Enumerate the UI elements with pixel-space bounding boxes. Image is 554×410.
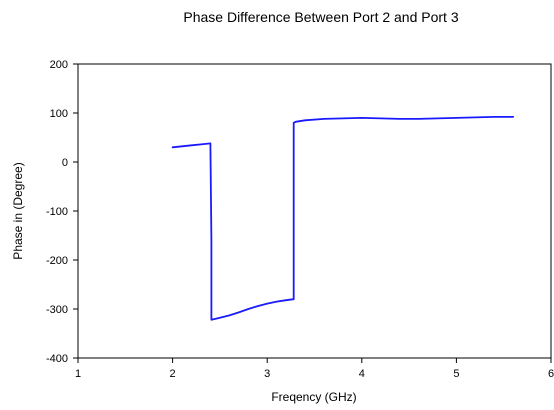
x-tick-label: 5 (453, 368, 459, 380)
x-tick-label: 3 (264, 368, 270, 380)
y-tick-label: -300 (46, 304, 68, 316)
chart-title: Phase Difference Between Port 2 and Port… (183, 9, 458, 25)
y-axis: 200 100 0 -100 -200 -300 -400 (46, 59, 78, 365)
x-axis-label: Freqency (GHz) (271, 390, 356, 404)
x-tick-label: 2 (170, 368, 176, 380)
series-line (171, 116, 515, 321)
plot-frame (77, 63, 552, 359)
x-axis: 1 2 3 4 5 6 (75, 358, 554, 380)
y-tick-label: -400 (46, 353, 68, 365)
y-tick-label: 100 (50, 108, 68, 120)
y-tick-label: -200 (46, 255, 68, 267)
y-axis-label: Phase in (Degree) (11, 162, 25, 259)
series-layer (171, 116, 515, 321)
y-tick-label: 0 (62, 157, 68, 169)
y-tick-label: 200 (50, 59, 68, 71)
x-tick-label: 4 (359, 368, 365, 380)
plot-area (77, 63, 552, 359)
y-tick-label: -100 (46, 206, 68, 218)
x-tick-label: 1 (75, 368, 81, 380)
x-tick-label: 6 (548, 368, 554, 380)
